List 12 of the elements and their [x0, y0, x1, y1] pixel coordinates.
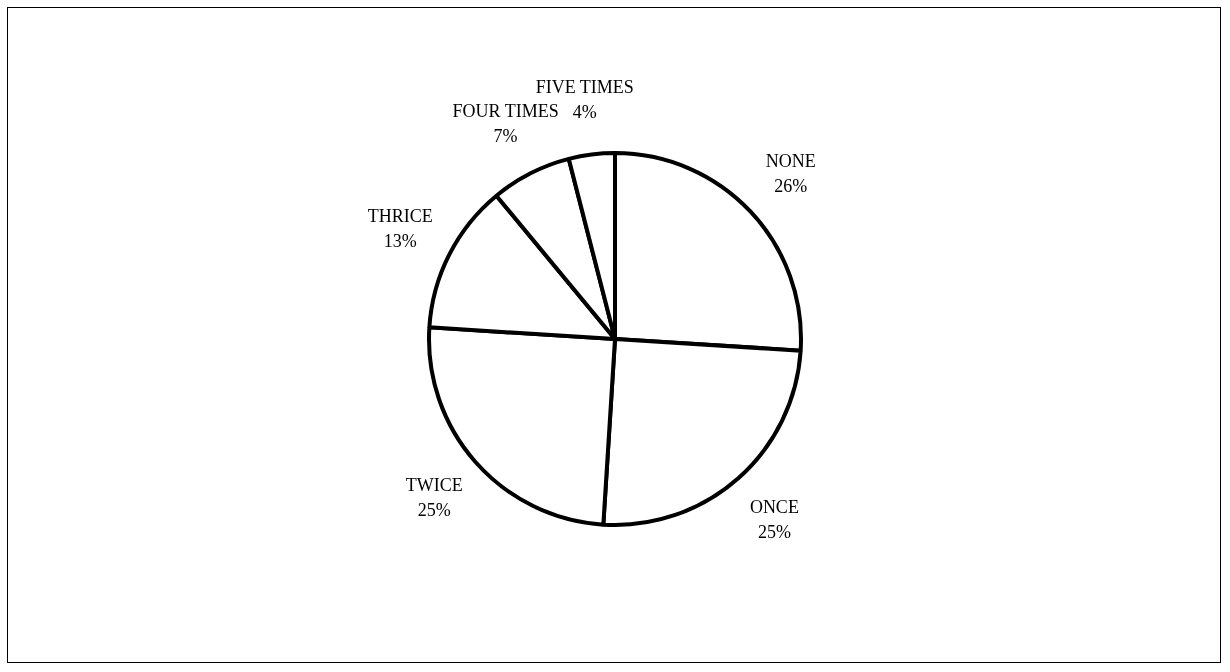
slice-label: ONCE [749, 496, 799, 517]
data-label: 25% [417, 500, 451, 521]
data-label: 26% [774, 175, 808, 196]
slice-label: NONE [765, 150, 816, 171]
data-label: 7% [493, 126, 518, 146]
data-label: 4% [572, 101, 597, 122]
slice-label: THRICE [367, 206, 433, 227]
slice-label: FOUR TIMES [452, 101, 559, 121]
data-label: 25% [757, 521, 791, 542]
slice-label: TWICE [405, 475, 463, 496]
data-label: 13% [383, 231, 417, 252]
slice-label: FIVE TIMES [535, 76, 634, 97]
